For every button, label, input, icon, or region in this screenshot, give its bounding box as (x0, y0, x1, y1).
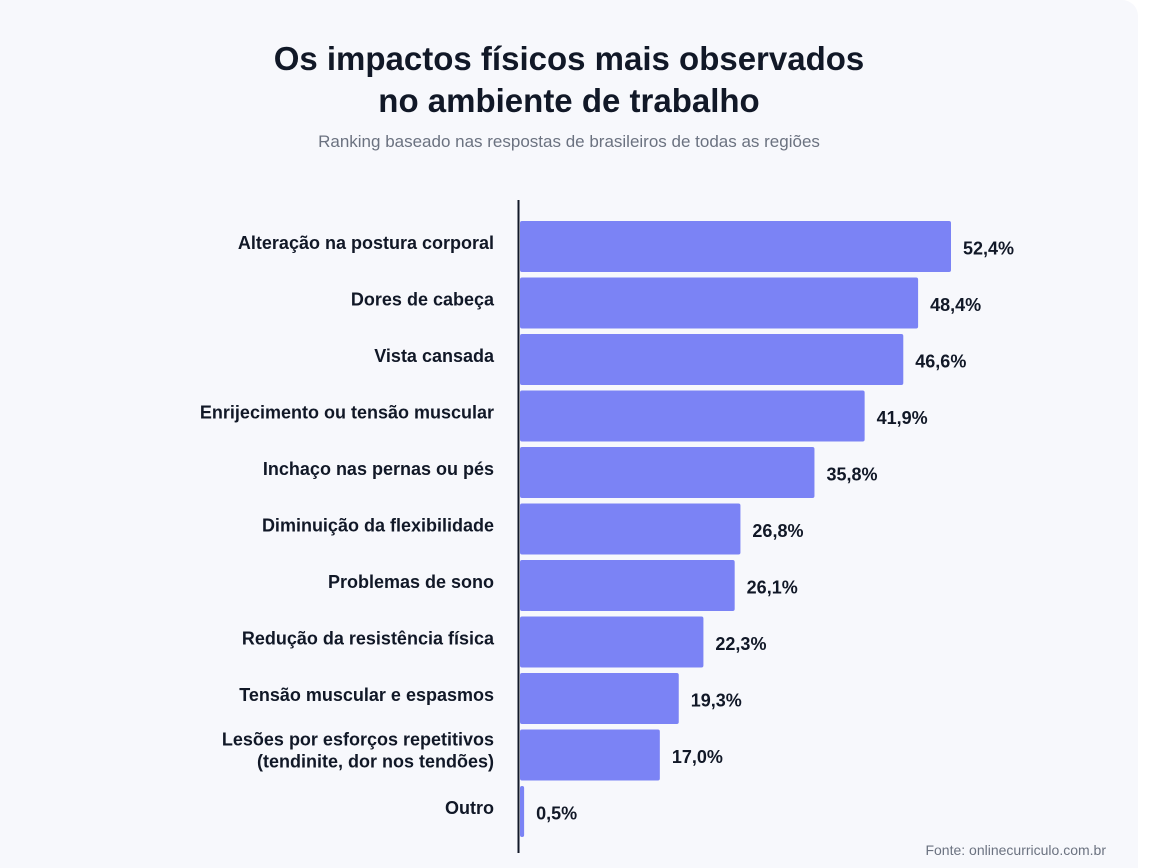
value-label-7: 22,3% (715, 634, 766, 654)
value-label-0: 52,4% (963, 239, 1014, 259)
value-label-1: 48,4% (930, 295, 981, 315)
category-label-9-line-1: (tendinite, dor nos tendões) (257, 752, 494, 772)
category-label-4: Inchaço nas pernas ou pés (263, 459, 494, 479)
category-label-3: Enrijecimento ou tensão muscular (200, 403, 494, 423)
bar-3 (520, 390, 865, 442)
category-label-9-line-0: Lesões por esforços repetitivos (222, 730, 494, 750)
chart-title-line-2: no ambiente de trabalho (378, 82, 760, 119)
category-label-0: Alteração na postura corporal (238, 233, 494, 253)
bar-7 (520, 616, 704, 668)
category-labels-layer: Alteração na postura corporal Dores de ca… (200, 233, 495, 818)
chart-title-line-1: Os impactos físicos mais observados (273, 40, 865, 77)
value-label-2: 46,6% (915, 352, 966, 372)
bar-10 (520, 786, 525, 837)
value-label-10: 0,5% (536, 804, 577, 824)
chart-title: Os impactos físicos mais observados no a… (0, 38, 1138, 122)
category-label-2: Vista cansada (374, 346, 495, 366)
bar-9 (520, 729, 660, 781)
category-label-8: Tensão muscular e espasmos (239, 685, 494, 705)
category-label-7: Redução da resistência física (242, 629, 495, 649)
bar-chart: Alteração na postura corporal Dores de ca… (200, 200, 1014, 853)
chart-subtitle: Ranking baseado nas respostas de brasile… (318, 132, 820, 151)
value-label-8: 19,3% (691, 691, 742, 711)
source-note: Fonte: onlinecurriculo.com.br (925, 842, 1106, 858)
category-label-10: Outro (445, 798, 494, 818)
category-label-6: Problemas de sono (328, 572, 494, 592)
bar-6 (520, 560, 735, 611)
value-label-9: 17,0% (672, 747, 723, 767)
category-label-1: Dores de cabeça (351, 290, 495, 310)
category-label-5: Diminuição da flexibilidade (262, 516, 494, 536)
value-label-4: 35,8% (826, 465, 877, 485)
chart-card: Os impactos físicos mais observados no a… (0, 38, 1138, 858)
bars-layer (520, 221, 951, 837)
bar-2 (520, 334, 904, 385)
value-label-3: 41,9% (877, 408, 928, 428)
bar-1 (520, 277, 919, 329)
bar-8 (520, 673, 679, 724)
value-label-6: 26,1% (747, 578, 798, 598)
value-label-5: 26,8% (752, 521, 803, 541)
bar-5 (520, 503, 741, 555)
value-labels-layer: 52,4% 48,4% 46,6% 41,9% 35,8% 26,8% 26,1% 22,3%… (536, 239, 1014, 824)
bar-0 (520, 221, 951, 272)
bar-4 (520, 447, 815, 498)
